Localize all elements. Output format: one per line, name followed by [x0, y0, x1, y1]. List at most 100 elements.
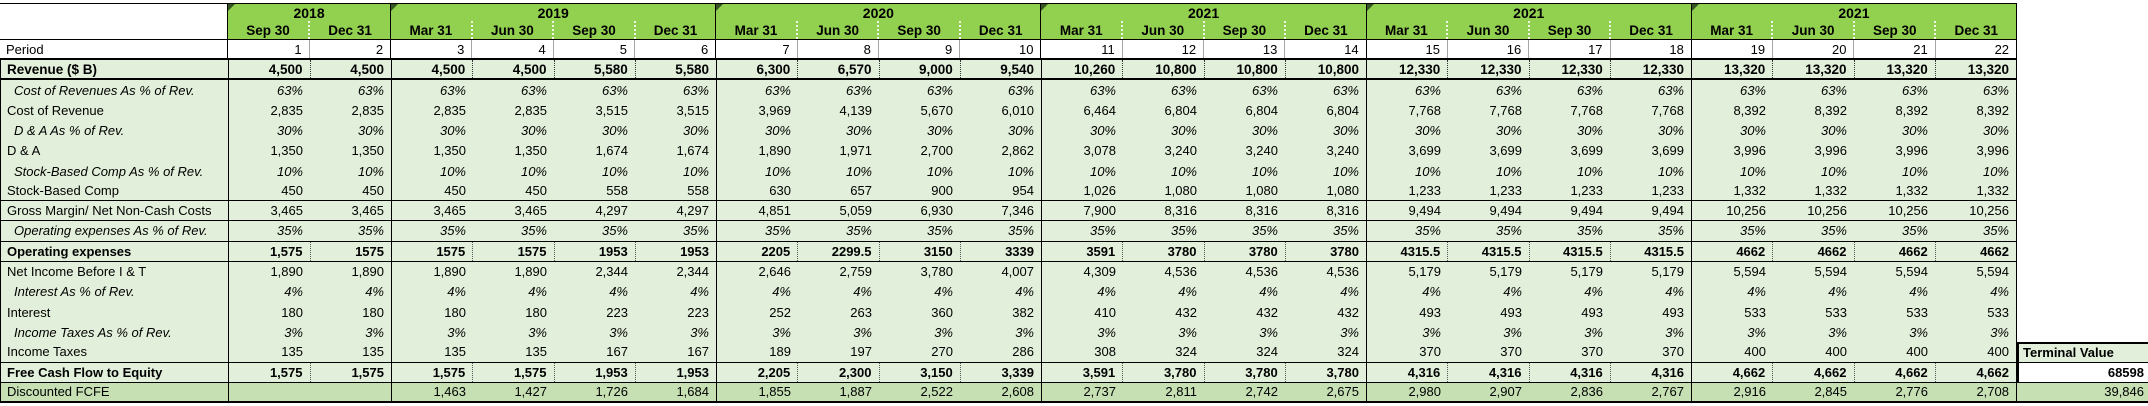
cell[interactable]: 22: [1934, 40, 2017, 59]
cell[interactable]: 21: [1853, 40, 1935, 59]
cell[interactable]: 63%: [1610, 80, 1691, 101]
cell[interactable]: 4%: [1935, 281, 2016, 303]
cell[interactable]: 10%: [635, 160, 716, 182]
cell[interactable]: 4315.5: [1609, 241, 1691, 261]
cell[interactable]: 7,768: [1367, 100, 1448, 121]
quarter-header-cell[interactable]: Dec 31: [958, 21, 1041, 39]
cell[interactable]: 35%: [473, 221, 554, 241]
cell[interactable]: 63%: [1367, 80, 1448, 101]
cell[interactable]: 8,392: [1854, 100, 1935, 121]
quarter-header-cell[interactable]: Sep 30: [228, 21, 309, 39]
cell[interactable]: 1,890: [310, 261, 391, 282]
cell[interactable]: 1,427: [473, 382, 554, 401]
cell[interactable]: 3%: [717, 322, 798, 343]
cell[interactable]: 4%: [229, 281, 310, 303]
cell[interactable]: 35%: [1773, 221, 1854, 241]
cell[interactable]: 4%: [798, 281, 879, 303]
cell[interactable]: 4: [471, 40, 553, 59]
cell[interactable]: 1,575: [392, 362, 473, 382]
cell[interactable]: 35%: [1123, 221, 1204, 241]
cell[interactable]: 1,575: [472, 362, 554, 382]
cell[interactable]: 3%: [1123, 322, 1204, 343]
cell[interactable]: 3,465: [229, 201, 310, 221]
cell[interactable]: 12,330: [1367, 60, 1448, 79]
cell[interactable]: 432: [1285, 302, 1366, 323]
cell[interactable]: 1,233: [1367, 181, 1448, 201]
cell[interactable]: 3%: [879, 322, 960, 343]
cell[interactable]: 1,350: [473, 140, 554, 161]
cell[interactable]: 180: [392, 302, 473, 323]
cell[interactable]: 5,594: [1773, 261, 1854, 282]
cell[interactable]: 4%: [310, 281, 391, 303]
cell[interactable]: 10,256: [1854, 201, 1935, 221]
cell[interactable]: 30%: [798, 120, 879, 141]
cell[interactable]: 1,726: [554, 382, 635, 401]
cell[interactable]: 3,996: [1692, 140, 1773, 161]
cell[interactable]: 2,344: [635, 261, 716, 282]
row-label[interactable]: Cost of Revenue: [1, 100, 228, 121]
cell[interactable]: 10,800: [1203, 60, 1285, 79]
cell[interactable]: 400: [1854, 342, 1935, 362]
cell[interactable]: 30%: [1692, 120, 1773, 141]
cell[interactable]: 3%: [635, 322, 716, 343]
cell[interactable]: 410: [1042, 302, 1123, 323]
terminal-value-label[interactable]: Terminal Value: [2017, 342, 2148, 363]
cell[interactable]: 5,179: [1610, 261, 1691, 282]
cell[interactable]: 1,026: [1042, 181, 1123, 201]
cell[interactable]: 10,800: [1122, 60, 1204, 79]
cell[interactable]: 4,662: [1772, 362, 1854, 382]
cell[interactable]: 30%: [1123, 120, 1204, 141]
cell[interactable]: 13,320: [1934, 60, 2016, 79]
cell[interactable]: 6,804: [1285, 100, 1366, 121]
cell[interactable]: 3,780: [1203, 362, 1285, 382]
cell[interactable]: 10%: [879, 160, 960, 182]
quarter-header-cell[interactable]: Sep 30: [1527, 21, 1610, 39]
cell[interactable]: 5,580: [553, 60, 635, 79]
cell[interactable]: 10,260: [1042, 60, 1123, 79]
year-header-cell[interactable]: 2021: [1041, 4, 1366, 21]
row-label[interactable]: Discounted FCFE: [1, 382, 228, 401]
cell[interactable]: 4,500: [392, 60, 473, 79]
terminal-value-cell[interactable]: 68598: [2017, 362, 2148, 383]
cell[interactable]: 15: [1366, 40, 1447, 59]
cell[interactable]: 10%: [229, 160, 310, 182]
cell[interactable]: 4315.5: [1528, 241, 1610, 261]
cell[interactable]: 4,316: [1609, 362, 1691, 382]
cell[interactable]: 19: [1691, 40, 1773, 59]
cell[interactable]: 18: [1609, 40, 1691, 59]
cell[interactable]: 7,900: [1042, 201, 1123, 221]
cell[interactable]: 4,536: [1204, 261, 1285, 282]
cell[interactable]: 2,845: [1773, 382, 1854, 401]
cell[interactable]: 5: [552, 40, 634, 59]
cell[interactable]: 4,316: [1367, 362, 1448, 382]
cell[interactable]: 450: [229, 181, 310, 201]
cell[interactable]: 8,392: [1692, 100, 1773, 121]
cell[interactable]: 1,674: [635, 140, 716, 161]
cell[interactable]: 1953: [553, 241, 635, 261]
cell[interactable]: 63%: [473, 80, 554, 101]
cell[interactable]: 3,465: [473, 201, 554, 221]
cell[interactable]: 3,699: [1448, 140, 1529, 161]
cell[interactable]: 13,320: [1853, 60, 1935, 79]
cell[interactable]: 10%: [473, 160, 554, 182]
cell[interactable]: 4,297: [554, 201, 635, 221]
cell[interactable]: 4%: [960, 281, 1041, 303]
cell[interactable]: 5,594: [1935, 261, 2016, 282]
cell[interactable]: 400: [1935, 342, 2016, 362]
cell[interactable]: 432: [1204, 302, 1285, 323]
cell[interactable]: 35%: [717, 221, 798, 241]
cell[interactable]: [310, 382, 391, 401]
cell[interactable]: 63%: [1854, 80, 1935, 101]
cell[interactable]: 135: [473, 342, 554, 362]
cell[interactable]: 4%: [1204, 281, 1285, 303]
cell[interactable]: 3,150: [878, 362, 960, 382]
cell[interactable]: 3%: [1935, 322, 2016, 343]
cell[interactable]: 3,240: [1285, 140, 1366, 161]
cell[interactable]: 2,776: [1854, 382, 1935, 401]
row-label[interactable]: Income Taxes: [1, 342, 228, 362]
cell[interactable]: 8,316: [1204, 201, 1285, 221]
cell[interactable]: 370: [1448, 342, 1529, 362]
cell[interactable]: 180: [229, 302, 310, 323]
cell[interactable]: 30%: [473, 120, 554, 141]
cell[interactable]: 223: [554, 302, 635, 323]
